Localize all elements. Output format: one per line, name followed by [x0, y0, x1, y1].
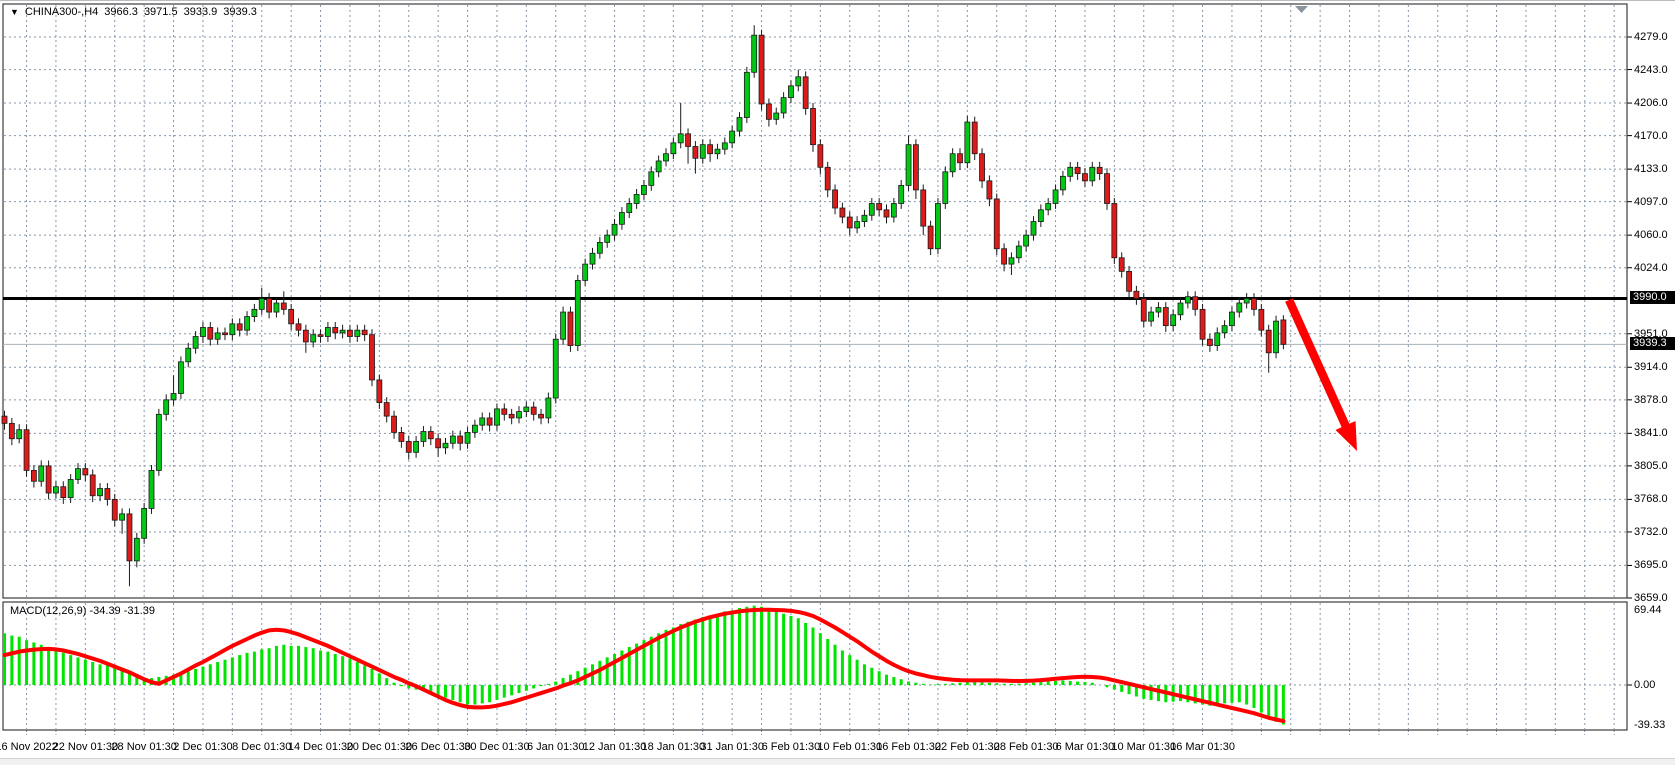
price-tick-label: 3695.0 [1634, 559, 1668, 572]
date-tick-label: 28 Nov 01:30 [111, 741, 177, 753]
price-tick-label: 4097.0 [1634, 195, 1668, 208]
date-tick-label: 14 Dec 01:30 [287, 741, 354, 753]
ohlc-high: 3971.5 [143, 6, 178, 18]
date-tick-label: 26 Dec 01:30 [405, 741, 471, 753]
price-tick-label: 3805.0 [1634, 459, 1668, 472]
price-tick-label: 4170.0 [1634, 129, 1668, 142]
date-tick-label: 6 Mar 01:30 [1055, 741, 1115, 753]
macd-axis-zero-label: 0.00 [1634, 679, 1656, 691]
price-tick-label: 3659.0 [1634, 592, 1668, 604]
date-tick-label: 20 Dec 01:30 [346, 741, 413, 753]
window-bottom-strip [0, 758, 1675, 765]
date-tick-label: 10 Feb 01:30 [817, 741, 883, 753]
macd-signal-value: -31.39 [123, 605, 155, 617]
ohlc-close: 3939.3 [223, 6, 257, 18]
date-tick-label: 16 Feb 01:30 [876, 741, 941, 753]
date-tick-label: 28 Feb 01:30 [993, 741, 1059, 753]
symbol-label: CHINA300-,H4 [24, 6, 99, 18]
date-tick-label: 31 Jan 01:30 [700, 741, 764, 753]
symbol-dropdown-icon[interactable]: ▼ [10, 6, 19, 17]
price-tick-label: 3914.0 [1634, 361, 1668, 374]
price-tick-label: 3951.0 [1634, 327, 1668, 340]
price-tick-label: 4243.0 [1634, 63, 1668, 76]
chart-shift-marker [1295, 6, 1308, 13]
macd-name: MACD(12,26,9) [10, 605, 87, 617]
price-tick-label: 4060.0 [1634, 229, 1668, 242]
date-tick-label: 18 Jan 01:30 [641, 741, 706, 753]
current-price-tag: 3939.3 [1630, 337, 1675, 351]
hline-price-tag: 3990.0 [1630, 291, 1675, 305]
symbol-title-row: ▼ CHINA300-,H4 3966.3 3971.5 3933.9 3939… [10, 6, 257, 18]
date-tick-label: 6 Feb 01:30 [761, 741, 821, 753]
price-tick-label: 4279.0 [1634, 31, 1668, 43]
price-tick-label: 4133.0 [1634, 163, 1668, 176]
date-tick-label: 22 Nov 01:30 [52, 741, 119, 753]
price-tick-label: 3768.0 [1634, 493, 1668, 506]
date-tick-label: 2 Dec 01:30 [173, 741, 233, 753]
macd-indicator-label: MACD(12,26,9) -34.39 -31.39 [10, 605, 155, 617]
price-tick-label: 3732.0 [1634, 525, 1668, 538]
price-tick-label: 4206.0 [1634, 97, 1668, 110]
date-tick-label: 16 Mar 01:30 [1170, 741, 1235, 753]
ohlc-low: 3933.9 [183, 6, 218, 18]
date-tick-label: 22 Feb 01:30 [934, 741, 1000, 753]
date-tick-label: 16 Nov 2022 [0, 741, 58, 753]
ohlc-open: 3966.3 [104, 6, 138, 18]
date-tick-label: 10 Mar 01:30 [1111, 741, 1177, 753]
date-tick-label: 6 Jan 01:30 [527, 741, 585, 753]
macd-value: -34.39 [89, 605, 121, 617]
date-tick-label: 30 Dec 01:30 [464, 741, 530, 753]
price-tick-label: 3878.0 [1634, 393, 1668, 406]
price-tick-label: 4024.0 [1634, 261, 1668, 274]
macd-axis-min-label: -39.33 [1634, 719, 1666, 731]
price-tick-label: 3841.0 [1634, 427, 1668, 440]
date-tick-label: 12 Jan 01:30 [582, 741, 647, 753]
macd-axis-max-label: 69.44 [1634, 604, 1662, 616]
date-tick-label: 8 Dec 01:30 [232, 741, 292, 753]
